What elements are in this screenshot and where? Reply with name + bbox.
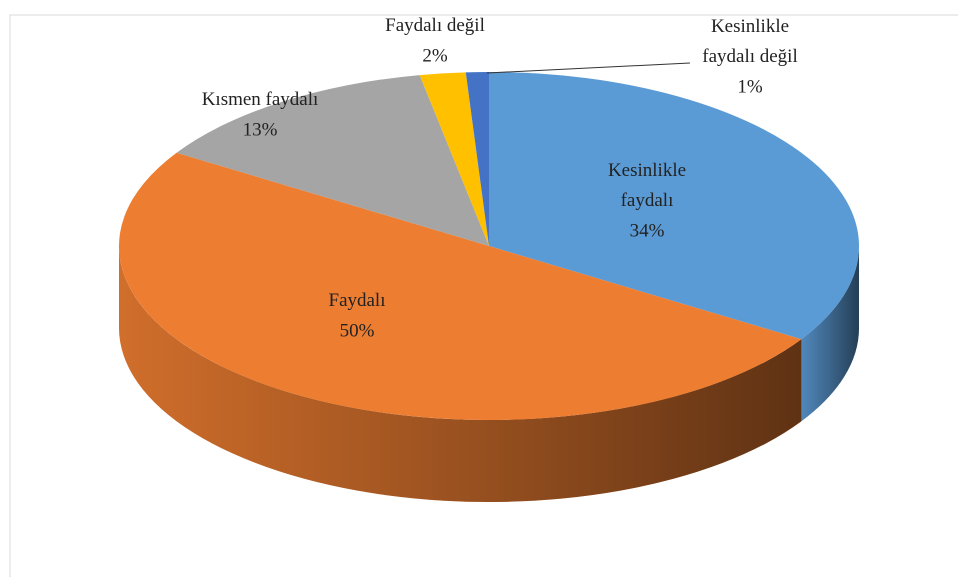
data-label-value: 50%: [340, 320, 375, 341]
pie-labels: Kesinlikle faydalı 34% Faydalı 50% Kısmen fay…: [202, 15, 798, 341]
data-label-value: 1%: [737, 76, 763, 97]
pie-slice: [465, 72, 489, 246]
data-label-name: Faydalı: [329, 290, 386, 311]
side-shade: [801, 246, 859, 422]
data-label-name: Kısmen faydalı: [202, 89, 319, 110]
pie-sides: [119, 246, 859, 502]
pie-slice: [119, 152, 802, 421]
chart-border: [9, 14, 958, 577]
side-shade: [119, 246, 802, 502]
pie-slice: [419, 72, 489, 246]
data-label-value: 13%: [243, 119, 278, 140]
data-label-value: 34%: [630, 220, 665, 241]
data-label-value: 2%: [422, 45, 448, 66]
pie-slice: [176, 75, 489, 246]
data-label-name: Kesinlikle faydalı: [608, 160, 686, 211]
leader-line: [486, 62, 691, 74]
data-label-name: Kesinlikle faydalı değil: [702, 16, 798, 67]
pie-slice: [489, 72, 859, 340]
data-label-name: Faydalı değil: [385, 15, 485, 36]
pie-tops: [119, 72, 859, 421]
